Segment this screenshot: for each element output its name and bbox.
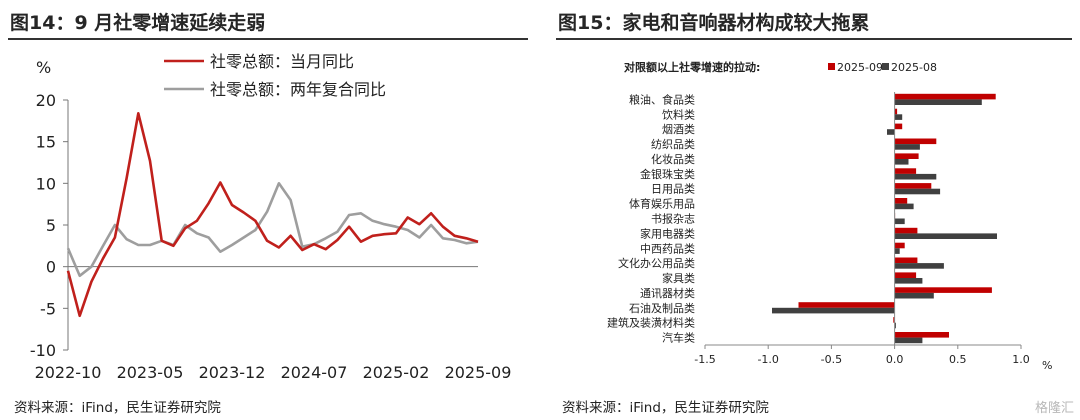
- bar: [894, 114, 903, 120]
- category-label: 通讯器材类: [640, 286, 695, 300]
- watermark-logo: 格隆汇: [1034, 401, 1074, 416]
- category-label: 建筑及装潢材料类: [607, 316, 695, 330]
- y-tick-label: -10: [30, 341, 56, 360]
- bar: [894, 257, 918, 264]
- x-tick-label: -0.5: [821, 353, 842, 366]
- bar: [894, 144, 920, 150]
- category-label: 中西药品类: [640, 241, 695, 255]
- bar: [894, 263, 944, 269]
- y-tick-label: -5: [40, 299, 56, 318]
- x-axis-unit: %: [1042, 359, 1052, 372]
- bar: [894, 242, 905, 249]
- x-tick-label: -1.0: [757, 353, 778, 366]
- bar: [798, 302, 895, 308]
- x-tick-label: 0.0: [886, 353, 904, 366]
- x-tick-label: 2023-05: [117, 363, 184, 382]
- legend-swatch: [882, 63, 889, 70]
- bar: [894, 248, 900, 254]
- bar: [894, 218, 905, 225]
- category-label: 石油及制品类: [629, 301, 695, 315]
- bar: [894, 99, 982, 105]
- category-label: 粮油、食品类: [629, 92, 695, 106]
- x-tick-label: 0.5: [949, 353, 967, 366]
- left-figure-panel: 图14：9 月社零增速延续走弱 -10 -5 0 5 10 15 20% 2022-10 202…: [0, 0, 536, 420]
- bar: [894, 183, 932, 189]
- source-note: 资料来源：iFind，民生证券研究院: [14, 400, 221, 416]
- x-tick-label: 2024-07: [281, 363, 348, 382]
- bar: [894, 153, 919, 159]
- category-label: 汽车类: [662, 331, 695, 345]
- x-tick-label: -1.5: [694, 353, 715, 366]
- legend-label: 2025-08: [891, 61, 937, 74]
- bar-chart: 对限额以上社零增速的拉动: 2025-09 2025-08 粮油、食品类饮料类烟酒类纺…: [607, 60, 1052, 372]
- bar: [894, 292, 934, 299]
- series-line: [66, 182, 479, 278]
- category-label: 烟酒类: [662, 122, 695, 136]
- figure-title: 图14：9 月社零增速延续走弱: [10, 12, 266, 34]
- bar: [894, 203, 914, 210]
- y-tick-label: 5: [46, 216, 56, 235]
- category-label: 纺织品类: [651, 137, 695, 151]
- category-label: 金银珠宝类: [640, 167, 695, 181]
- title-divider: [556, 38, 1072, 40]
- bar: [894, 123, 903, 130]
- series-line: [66, 112, 479, 318]
- bar: [894, 233, 997, 239]
- category-label: 家具类: [662, 271, 695, 285]
- bar: [894, 93, 996, 100]
- category-label: 家用电器类: [640, 226, 695, 240]
- figure-title: 图15：家电和音响器材构成较大拖累: [558, 12, 870, 34]
- bar: [894, 287, 992, 293]
- legend-swatch: [828, 63, 835, 70]
- x-tick-label: 2025-09: [445, 363, 512, 382]
- category-label: 化妆品类: [651, 152, 695, 166]
- right-figure-panel: 图15：家电和音响器材构成较大拖累 对限额以上社零增速的拉动: 2025-09 20…: [548, 0, 1080, 420]
- y-axis-unit: %: [36, 58, 51, 77]
- x-tick-label: 2023-12: [199, 363, 266, 382]
- bar: [894, 138, 937, 145]
- chart-title: 对限额以上社零增速的拉动:: [624, 60, 760, 74]
- bar: [894, 337, 923, 344]
- category-label: 文化办公用品类: [618, 256, 695, 270]
- y-tick-label: 20: [36, 91, 56, 110]
- y-tick-label: 10: [36, 174, 56, 193]
- category-label: 饮料类: [662, 107, 695, 121]
- category-label: 体育娱乐用品: [629, 197, 695, 211]
- legend-label: 2025-09: [837, 61, 883, 74]
- bar: [894, 159, 909, 165]
- bar: [893, 317, 895, 323]
- bar: [772, 307, 895, 314]
- category-label: 日用品类: [651, 182, 695, 196]
- legend-label: 社零总额：当月同比: [210, 52, 354, 71]
- bar: [894, 332, 949, 338]
- bar: [887, 129, 895, 135]
- y-tick-label: 15: [36, 133, 56, 152]
- bar: [894, 173, 937, 180]
- line-chart: -10 -5 0 5 10 15 20% 2022-10 2023-05 2023-12 2024-…: [30, 52, 512, 382]
- bar: [894, 272, 917, 278]
- bar: [894, 278, 923, 284]
- legend-label: 社零总额：两年复合同比: [210, 80, 386, 99]
- bar: [894, 168, 917, 174]
- bar: [894, 227, 918, 234]
- y-tick-label: 0: [46, 258, 56, 277]
- category-label: 书报杂志: [651, 212, 695, 226]
- bar: [894, 188, 941, 195]
- x-tick-label: 1.0: [1012, 353, 1030, 366]
- bar: [894, 322, 896, 329]
- x-tick-label: 2022-10: [35, 363, 102, 382]
- bar: [894, 108, 898, 115]
- title-divider: [8, 38, 528, 40]
- x-tick-label: 2025-02: [363, 363, 430, 382]
- source-note: 资料来源：iFind，民生证券研究院: [562, 400, 769, 416]
- bar: [894, 198, 908, 204]
